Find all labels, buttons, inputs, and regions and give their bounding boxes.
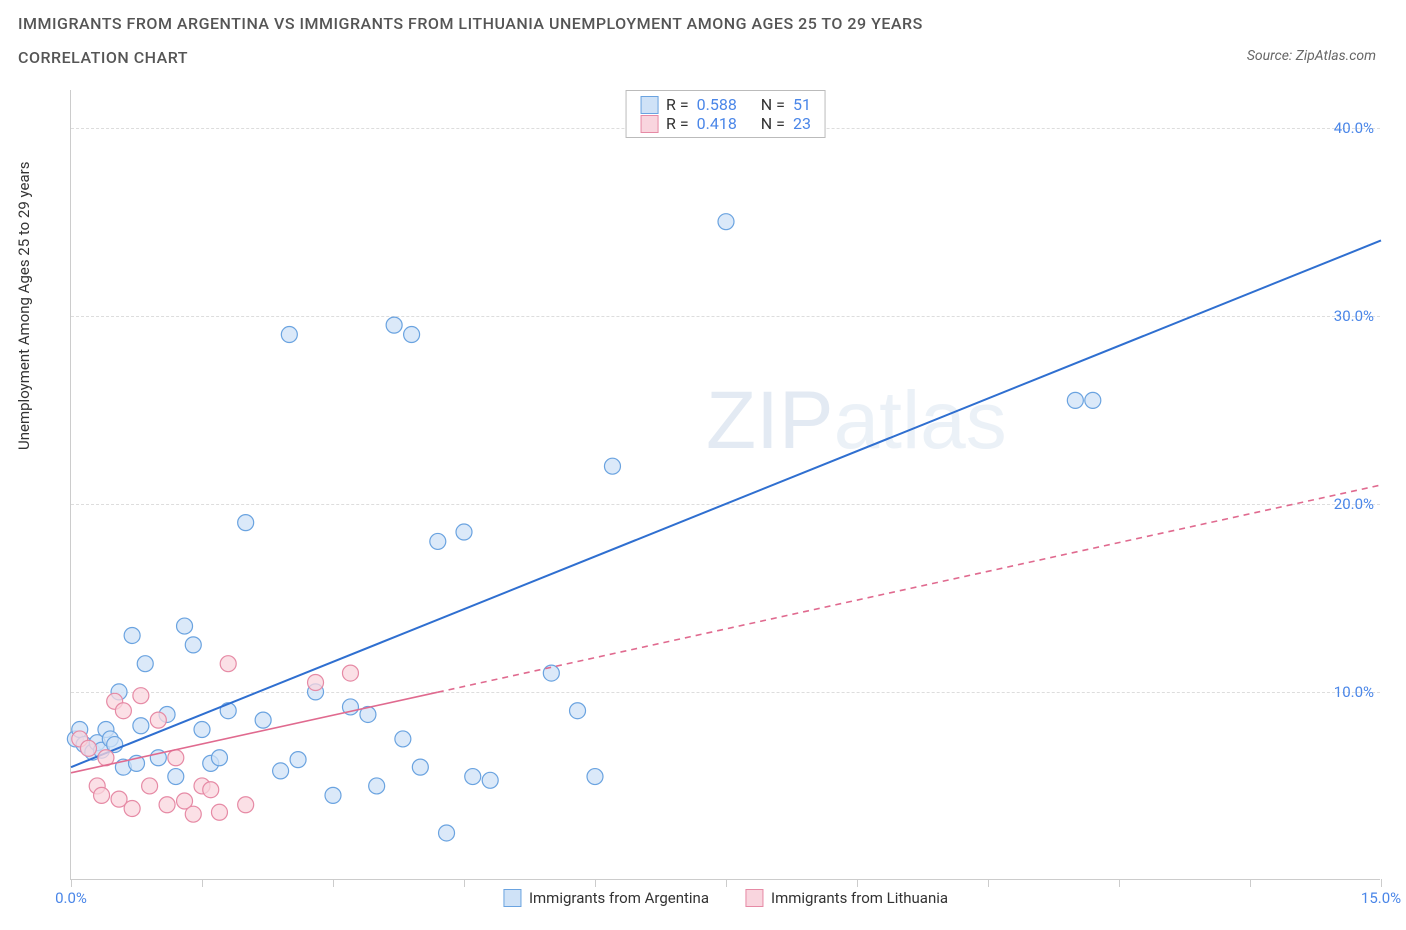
data-point bbox=[430, 533, 446, 549]
xtick bbox=[1119, 879, 1120, 887]
source-name: ZipAtlas.com bbox=[1296, 48, 1376, 64]
data-point bbox=[80, 740, 96, 756]
data-point bbox=[386, 317, 402, 333]
data-point bbox=[587, 769, 603, 785]
data-point bbox=[456, 524, 472, 540]
data-point bbox=[325, 787, 341, 803]
stat-value-r2: 0.418 bbox=[697, 114, 737, 133]
source-credit: Source: ZipAtlas.com bbox=[1247, 48, 1376, 64]
swatch-series1 bbox=[503, 889, 521, 907]
data-point bbox=[238, 797, 254, 813]
data-point bbox=[220, 703, 236, 719]
data-point bbox=[115, 703, 131, 719]
stat-label-n: N = bbox=[761, 114, 785, 133]
data-point bbox=[369, 778, 385, 794]
data-point bbox=[211, 804, 227, 820]
data-point bbox=[255, 712, 271, 728]
data-point bbox=[194, 722, 210, 738]
y-axis-label: Unemployment Among Ages 25 to 29 years bbox=[15, 162, 33, 450]
data-point bbox=[395, 731, 411, 747]
stat-label-r: R = bbox=[666, 114, 689, 133]
source-prefix: Source: bbox=[1247, 48, 1296, 64]
stat-value-n1: 51 bbox=[793, 95, 811, 114]
stat-label-r: R = bbox=[666, 95, 689, 114]
swatch-series2 bbox=[745, 889, 763, 907]
stat-label-n: N = bbox=[761, 95, 785, 114]
stat-value-r1: 0.588 bbox=[697, 95, 737, 114]
xtick bbox=[71, 879, 72, 887]
data-point bbox=[185, 806, 201, 822]
chart-title-line1: IMMIGRANTS FROM ARGENTINA VS IMMIGRANTS … bbox=[18, 14, 923, 33]
xtick bbox=[988, 879, 989, 887]
swatch-series2 bbox=[640, 115, 658, 133]
data-point bbox=[220, 656, 236, 672]
legend-item-series2: Immigrants from Lithuania bbox=[745, 889, 948, 907]
legend-bottom: Immigrants from Argentina Immigrants fro… bbox=[503, 889, 948, 907]
xtick bbox=[333, 879, 334, 887]
data-point bbox=[308, 675, 324, 691]
stats-row-series2: R = 0.418 N = 23 bbox=[640, 114, 811, 133]
plot-area: ZIPatlas 10.0%20.0%30.0%40.0% 0.0%15.0% … bbox=[70, 90, 1380, 880]
xtick-label: 15.0% bbox=[1361, 889, 1401, 907]
data-point bbox=[159, 797, 175, 813]
data-point bbox=[133, 688, 149, 704]
xtick bbox=[726, 879, 727, 887]
swatch-series1 bbox=[640, 96, 658, 114]
data-point bbox=[124, 801, 140, 817]
data-point bbox=[290, 752, 306, 768]
data-point bbox=[281, 327, 297, 343]
data-point bbox=[211, 750, 227, 766]
legend-item-series1: Immigrants from Argentina bbox=[503, 889, 709, 907]
legend-label-series1: Immigrants from Argentina bbox=[529, 889, 709, 907]
data-point bbox=[203, 782, 219, 798]
data-point bbox=[273, 763, 289, 779]
data-point bbox=[412, 759, 428, 775]
xtick bbox=[464, 879, 465, 887]
data-point bbox=[238, 515, 254, 531]
data-point bbox=[465, 769, 481, 785]
data-point bbox=[570, 703, 586, 719]
data-point bbox=[439, 825, 455, 841]
data-point bbox=[185, 637, 201, 653]
xtick-label: 0.0% bbox=[55, 889, 87, 907]
trend-line bbox=[71, 240, 1381, 767]
data-point bbox=[168, 750, 184, 766]
xtick bbox=[857, 879, 858, 887]
data-point bbox=[150, 712, 166, 728]
data-point bbox=[604, 458, 620, 474]
data-point bbox=[137, 656, 153, 672]
data-point bbox=[133, 718, 149, 734]
data-point bbox=[142, 778, 158, 794]
data-point bbox=[94, 787, 110, 803]
stat-value-n2: 23 bbox=[793, 114, 811, 133]
trend-line-dashed bbox=[438, 485, 1381, 692]
data-point bbox=[1085, 392, 1101, 408]
legend-label-series2: Immigrants from Lithuania bbox=[771, 889, 948, 907]
data-point bbox=[404, 327, 420, 343]
data-point bbox=[1067, 392, 1083, 408]
scatter-svg bbox=[71, 90, 1380, 879]
xtick bbox=[1381, 879, 1382, 887]
data-point bbox=[342, 665, 358, 681]
chart-title-line2: CORRELATION CHART bbox=[18, 48, 188, 67]
data-point bbox=[482, 772, 498, 788]
stats-row-series1: R = 0.588 N = 51 bbox=[640, 95, 811, 114]
stats-legend-box: R = 0.588 N = 51 R = 0.418 N = 23 bbox=[625, 90, 826, 138]
xtick bbox=[595, 879, 596, 887]
data-point bbox=[177, 618, 193, 634]
xtick bbox=[202, 879, 203, 887]
data-point bbox=[718, 214, 734, 230]
data-point bbox=[168, 769, 184, 785]
xtick bbox=[1250, 879, 1251, 887]
data-point bbox=[543, 665, 559, 681]
data-point bbox=[124, 627, 140, 643]
